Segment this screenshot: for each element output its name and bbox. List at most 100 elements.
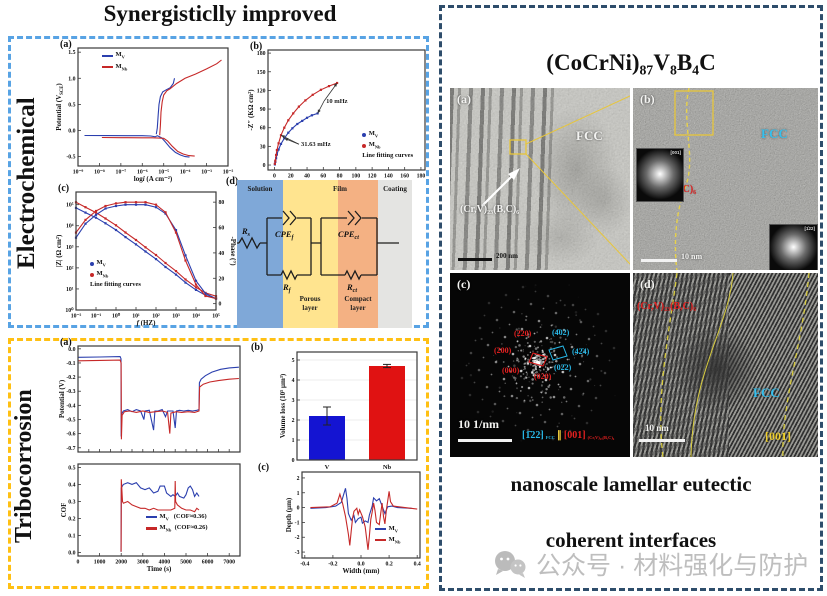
electro-bode-legend: MV MNb Line fitting curves [90, 258, 141, 290]
svg-text:-0.5: -0.5 [66, 417, 75, 423]
tem-panel-c: (c) (2̄20) (200) (000) (020) (4̄02) (42̄… [450, 273, 630, 457]
legend-label: MNb [388, 535, 401, 545]
legend-marker [375, 539, 387, 542]
electrochemical-section-label: Electrochemical [13, 97, 40, 269]
svg-text:80: 80 [337, 174, 343, 180]
watermark: 公众号 · 材料强化与防护 [492, 546, 822, 582]
legend-label: MNb [96, 270, 109, 279]
solution-region [237, 180, 283, 328]
tem-panel-b: (b) FCC (Cr,V)₂₃(B,C)₆ [001] [1̄22] 10 n… [633, 88, 818, 270]
tribo-volume-ylabel: Volume loss (10⁵ μm³) [279, 373, 287, 439]
legend-marker [90, 272, 94, 277]
fcc-phase-label: FCC [753, 385, 780, 400]
svg-text:60: 60 [320, 174, 326, 180]
svg-text:10³: 10³ [66, 245, 74, 251]
legend-label: MNb [115, 62, 128, 71]
circuit-wires [237, 217, 399, 281]
svg-text:2: 2 [292, 418, 295, 424]
scale-bar-label: 10 1/nm [458, 417, 500, 431]
legend-label: MV [96, 259, 106, 268]
svg-text:60: 60 [219, 226, 225, 232]
svg-text:-2: -2 [295, 535, 300, 541]
carbide-phase-label: (Cr,V)₂₃(B,C)₆ [460, 204, 520, 215]
svg-text:150: 150 [257, 70, 266, 76]
electro-polar-legend: MV MNb [102, 50, 127, 72]
tribo-potential-plot: 0.0 -0.1 -0.2 -0.3 -0.4 -0.5 -0.6 -0.7 [66, 345, 241, 453]
svg-text:10⁻⁸: 10⁻⁸ [94, 170, 105, 176]
panel-a-overlay [450, 88, 630, 270]
coating-label: Coating [383, 185, 407, 193]
svg-text:0: 0 [273, 174, 276, 180]
svg-text:0.3: 0.3 [68, 499, 75, 505]
legend-marker [146, 516, 158, 519]
svg-text:1000: 1000 [94, 560, 106, 566]
svg-text:-1: -1 [295, 520, 300, 526]
svg-text:6000: 6000 [202, 560, 214, 566]
legend-label: Line fitting curves [362, 152, 414, 160]
svg-text:0.1: 0.1 [68, 534, 75, 540]
svg-text:1.0: 1.0 [68, 76, 75, 82]
svg-text:-0.4: -0.4 [66, 403, 75, 409]
svg-text:0: 0 [263, 163, 266, 169]
electro-bode-ylabel: |Z| (Ω cm²) [55, 234, 63, 268]
svg-text:10⁻⁴: 10⁻⁴ [180, 170, 191, 176]
svg-text:10⁻⁷: 10⁻⁷ [116, 170, 127, 176]
tribo-cof-ylabel: COF [60, 502, 68, 518]
electro-bode-xlabel: f (HZ) [136, 319, 156, 327]
rf-label: Rf [282, 282, 292, 294]
svg-text:10⁻⁶: 10⁻⁶ [137, 170, 148, 176]
panel-b-tag: (b) [640, 92, 655, 106]
legend-marker [102, 65, 113, 69]
svg-text:1: 1 [292, 438, 295, 444]
svg-text:10⁰: 10⁰ [65, 307, 74, 314]
svg-text:0.0: 0.0 [68, 128, 75, 134]
compact-layer-label: Compact [344, 295, 372, 303]
fft-inset-carbide: [001] [636, 148, 684, 202]
svg-text:10¹: 10¹ [66, 287, 74, 293]
tribo-potential-ylabel: Potential (V) [58, 379, 66, 419]
svg-text:80: 80 [219, 200, 225, 206]
svg-text:0.4: 0.4 [68, 482, 75, 488]
electro-polar-tag: (a) [60, 39, 72, 50]
electro-nyquist-plot: 0 20 40 60 80 100 120 140 160 180 0 30 60 90 120 150 180 [257, 49, 426, 180]
svg-text:0.4: 0.4 [414, 562, 421, 568]
legend-marker [90, 261, 94, 266]
film-label: Film [333, 185, 347, 193]
svg-text:10⁵: 10⁵ [212, 314, 220, 320]
svg-text:0.5: 0.5 [68, 465, 75, 471]
tem-panel-d: (d) (Cr,V)₂₃(B,C)₆ FCC [001] 10 nm [633, 273, 818, 457]
electro-polar-xlabel: logi (A cm⁻²) [133, 175, 173, 183]
svg-text:10²: 10² [66, 266, 74, 272]
svg-text:90: 90 [260, 107, 266, 113]
svg-text:10⁻³: 10⁻³ [201, 170, 212, 176]
svg-text:-0.3: -0.3 [66, 389, 75, 395]
zoom-region-box [674, 90, 714, 136]
svg-text:10¹: 10¹ [132, 314, 140, 320]
svg-text:Nb: Nb [383, 464, 392, 471]
legend-marker [362, 143, 367, 148]
legend-marker [362, 132, 367, 137]
svg-text:-0.5: -0.5 [66, 155, 75, 161]
legend-marker [375, 528, 387, 531]
svg-text:-0.2: -0.2 [66, 375, 75, 381]
tribo-cof-legend: MV (COF≈0.36) MNb (COF≈0.26) [146, 512, 208, 534]
panel-a-tag: (a) [457, 92, 471, 106]
svg-text:layer: layer [350, 304, 365, 312]
circuit-panel-tag: (d) [226, 176, 239, 187]
scale-bar-label: 200 nm [496, 252, 518, 260]
compact-layer-region [338, 180, 378, 328]
tribo-depth-legend: MV MNb [375, 524, 400, 546]
svg-text:40: 40 [219, 251, 225, 257]
electro-nyquist-tag: (b) [250, 41, 263, 52]
fft-inset-fcc: [1̄22] [769, 224, 818, 270]
porous-layer-label: Porous [300, 295, 321, 303]
carbide-phase-label: (Cr,V)₂₃(B,C)₆ [637, 301, 697, 312]
cpe-f-label: CPEf [275, 229, 295, 241]
interface-dashed-line-2 [782, 273, 810, 457]
scale-bar [639, 439, 685, 442]
tribo-depth-ylabel: Depth (μm) [285, 497, 293, 533]
svg-text:0: 0 [297, 506, 300, 512]
interface-dashed-line [660, 273, 678, 457]
tribo-volume-tag: (b) [251, 342, 264, 353]
